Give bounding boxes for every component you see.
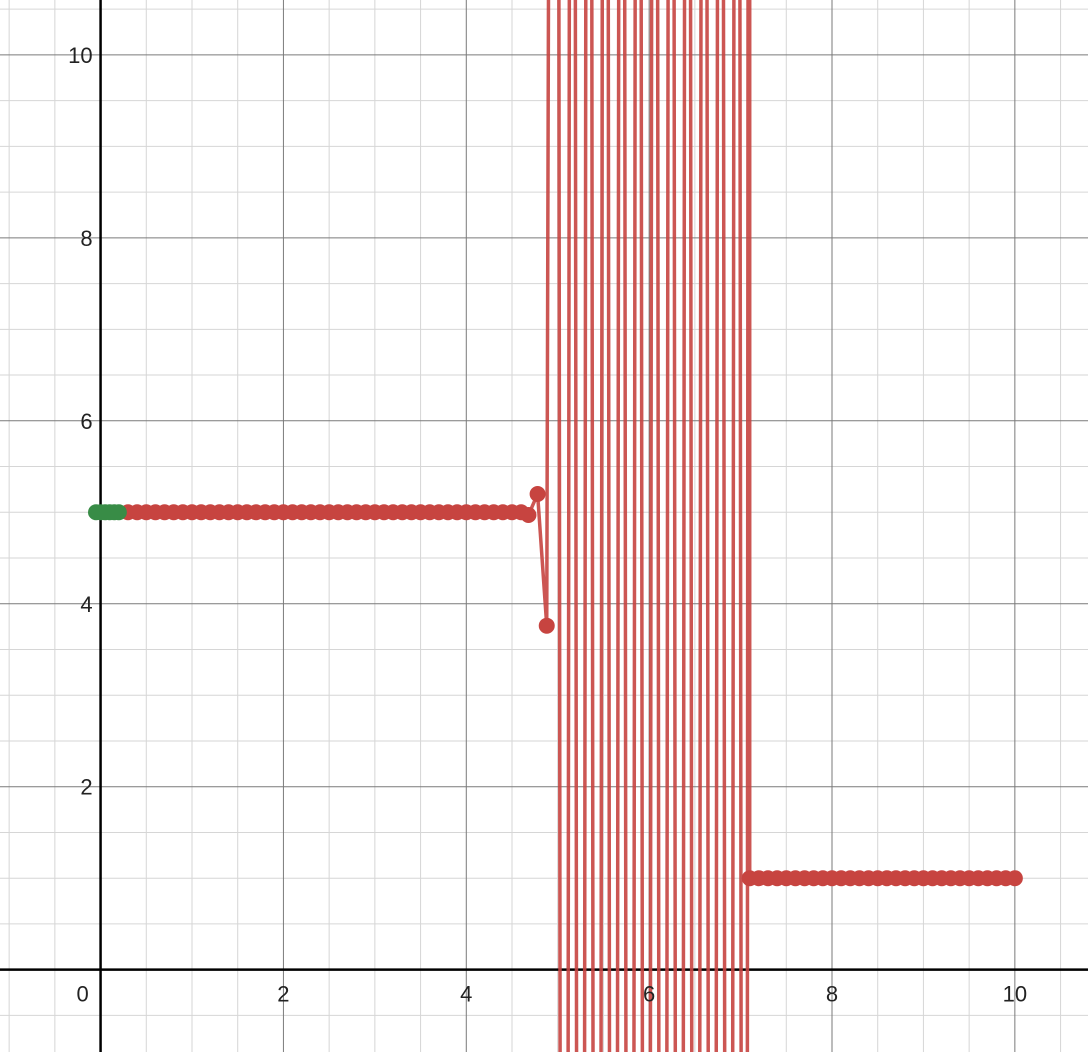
x-tick-label: 4: [460, 982, 472, 1007]
data-point-iterates: [529, 485, 546, 502]
y-tick-label: 8: [80, 226, 92, 251]
x-tick-label: 0: [76, 982, 88, 1007]
x-tick-label: 2: [277, 982, 289, 1007]
series-lines: [128, 0, 1015, 1052]
data-point-iterates: [538, 617, 555, 634]
series-points: [88, 485, 1023, 887]
y-tick-label: 6: [80, 409, 92, 434]
y-tick-label: 4: [80, 592, 92, 617]
tick-labels: 0 2 4 6 8 10 2 4 6 8 10: [68, 43, 1027, 1007]
x-tick-label: 6: [643, 982, 655, 1007]
series-line-iterates: [128, 0, 1015, 1052]
x-tick-label: 8: [826, 982, 838, 1007]
data-point-iterates: [520, 507, 537, 524]
data-point-iterates: [1006, 870, 1023, 887]
x-tick-label: 10: [1003, 982, 1027, 1007]
data-point-initial: [110, 504, 127, 521]
y-tick-label: 2: [80, 775, 92, 800]
y-tick-label: 10: [68, 43, 92, 68]
